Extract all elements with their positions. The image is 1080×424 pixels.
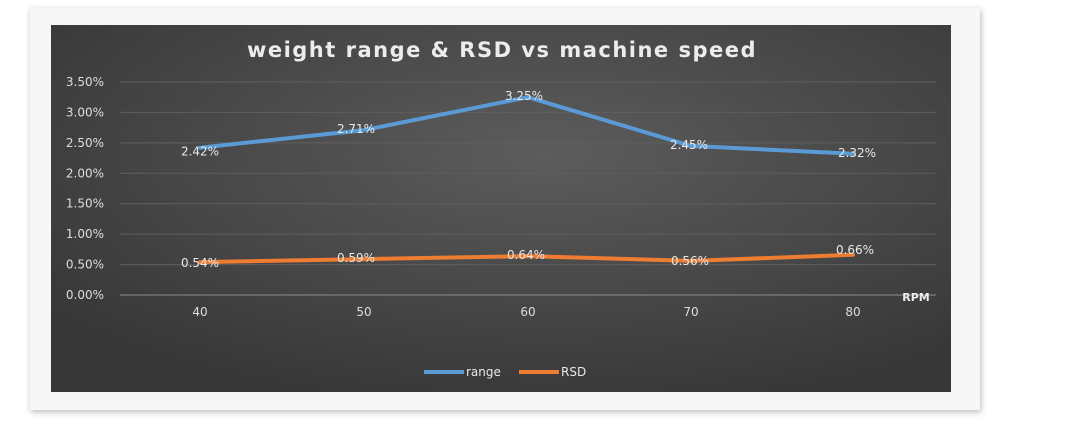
x-tick-label: 70: [683, 305, 698, 319]
data-label-range: 2.32%: [838, 146, 876, 160]
x-tick-label: 80: [845, 305, 860, 319]
y-tick-label: 0.00%: [66, 288, 104, 302]
chart-title: weight range & RSD vs machine speed: [247, 38, 757, 62]
legend-label-RSD: RSD: [561, 365, 586, 379]
data-label-RSD: 0.54%: [181, 256, 219, 270]
y-tick-label: 1.50%: [66, 197, 104, 211]
chart-background-gradient: [51, 25, 951, 392]
data-label-range: 2.45%: [670, 138, 708, 152]
legend-label-range: range: [466, 365, 501, 379]
data-label-RSD: 0.64%: [507, 248, 545, 262]
y-tick-label: 1.00%: [66, 227, 104, 241]
y-tick-label: 2.00%: [66, 166, 104, 180]
x-tick-label: 40: [192, 305, 207, 319]
data-label-range: 2.71%: [337, 122, 375, 136]
y-tick-label: 0.50%: [66, 258, 104, 272]
data-label-range: 3.25%: [505, 89, 543, 103]
y-tick-label: 2.50%: [66, 136, 104, 150]
x-tick-label: 50: [356, 305, 371, 319]
x-axis-title: RPM: [902, 291, 929, 304]
data-label-range: 2.42%: [181, 145, 219, 159]
x-tick-label: 60: [520, 305, 535, 319]
series-line-RSD: [198, 252, 855, 265]
data-label-RSD: 0.59%: [337, 251, 375, 265]
data-label-RSD: 0.66%: [836, 243, 874, 257]
data-label-RSD: 0.56%: [671, 254, 709, 268]
y-tick-label: 3.00%: [66, 105, 104, 119]
y-tick-label: 3.50%: [66, 75, 104, 89]
series-line-range: [198, 95, 855, 156]
